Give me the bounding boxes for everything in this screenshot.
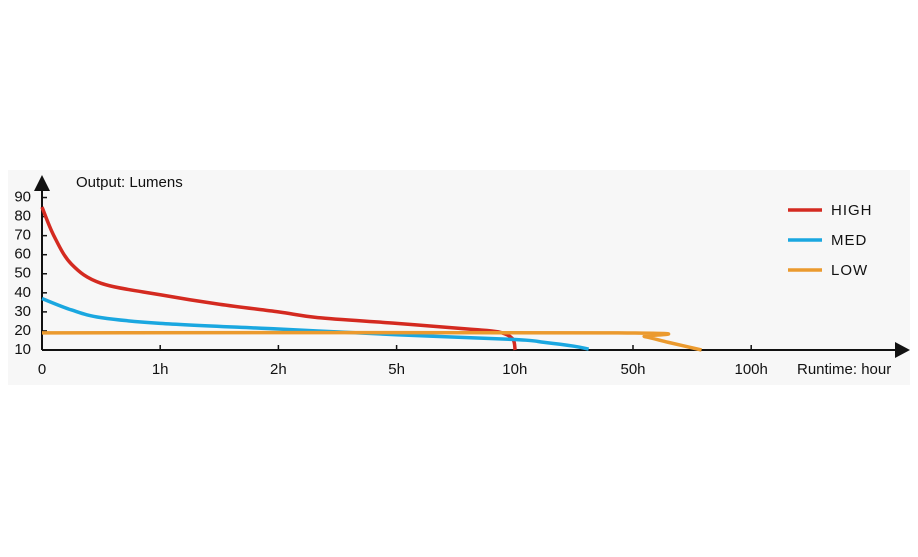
y-tick-label: 60 <box>14 246 31 263</box>
plot-panel <box>8 170 910 385</box>
x-tick-label: 1h <box>152 361 169 378</box>
x-axis-label: Runtime: hour <box>797 361 891 378</box>
y-tick-label: 70 <box>14 227 31 244</box>
y-tick-label: 20 <box>14 322 31 339</box>
legend-label: HIGH <box>831 202 873 219</box>
x-arrow <box>895 342 910 358</box>
legend-label: MED <box>831 232 867 249</box>
y-arrow <box>34 175 50 191</box>
x-tick-label: 100h <box>735 361 768 378</box>
y-tick-label: 40 <box>14 284 31 301</box>
x-tick-label: 2h <box>270 361 287 378</box>
y-tick-label: 80 <box>14 208 31 225</box>
legend-label: LOW <box>831 262 868 279</box>
y-tick-label: 50 <box>14 265 31 282</box>
y-tick-label: 90 <box>14 188 31 205</box>
y-tick-label: 10 <box>14 341 31 358</box>
y-tick-label: 30 <box>14 303 31 320</box>
x-tick-label: 5h <box>388 361 405 378</box>
series-line <box>41 330 702 352</box>
y-axis-label: Output: Lumens <box>76 174 183 191</box>
x-tick-label: 10h <box>502 361 527 378</box>
x-tick-label: 50h <box>620 361 645 378</box>
x-tick-label: 0 <box>38 361 46 378</box>
